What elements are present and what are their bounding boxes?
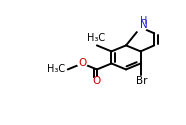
Text: O: O (78, 58, 86, 68)
Text: O: O (93, 76, 101, 86)
Circle shape (135, 23, 146, 32)
Text: H: H (140, 16, 147, 26)
Text: N: N (140, 20, 147, 30)
Circle shape (92, 78, 102, 85)
Text: H₃C: H₃C (47, 64, 65, 74)
Text: Br: Br (136, 76, 147, 86)
Text: H₃C: H₃C (87, 33, 105, 43)
Circle shape (77, 60, 87, 67)
